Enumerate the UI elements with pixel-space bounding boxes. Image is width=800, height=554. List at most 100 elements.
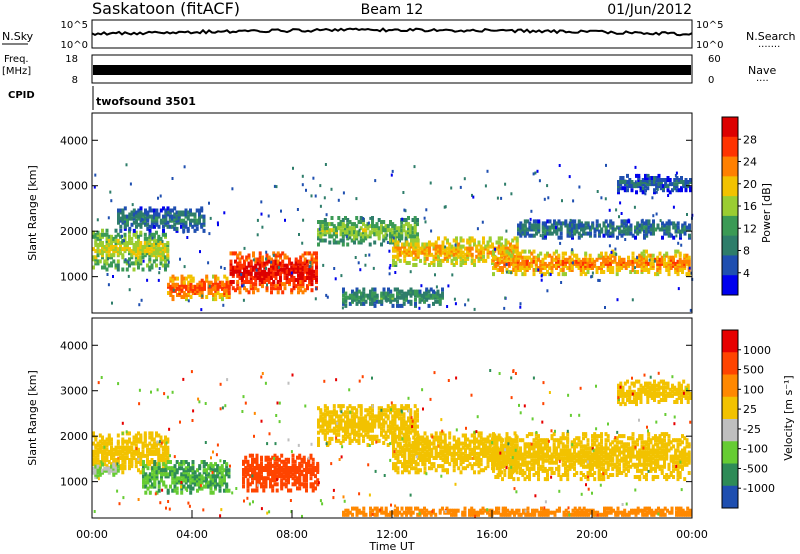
heatmap-cell xyxy=(110,263,113,268)
heatmap-cell xyxy=(164,435,167,440)
heatmap-cell xyxy=(371,291,375,296)
heatmap-cell xyxy=(409,418,413,423)
heatmap-cell xyxy=(459,451,463,456)
heatmap-cell xyxy=(306,251,309,256)
heatmap-cell xyxy=(121,267,125,272)
heatmap-cell xyxy=(337,198,340,202)
heatmap-cell xyxy=(461,466,465,471)
heatmap-cell xyxy=(477,470,481,475)
heatmap-cell xyxy=(348,424,352,429)
heatmap-cell xyxy=(514,261,518,266)
heatmap-cell xyxy=(473,238,476,243)
heatmap-cell xyxy=(421,435,425,440)
heatmap-cell xyxy=(665,225,669,230)
heatmap-cell xyxy=(537,257,540,262)
heatmap-cell xyxy=(502,244,506,249)
heatmap-cell xyxy=(293,463,297,468)
heatmap-cell xyxy=(119,241,122,245)
heatmap-cell xyxy=(94,435,98,440)
heatmap-cell xyxy=(242,476,245,481)
heatmap-cell xyxy=(386,424,390,429)
heatmap-cell xyxy=(110,445,113,450)
heatmap-cell xyxy=(275,488,279,493)
heatmap-cell xyxy=(346,222,350,227)
heatmap-cell xyxy=(387,287,390,292)
heatmap-cell xyxy=(595,219,599,224)
heatmap-cell xyxy=(405,433,409,438)
heatmap-cell xyxy=(452,256,456,261)
heatmap-cell xyxy=(473,451,476,456)
heatmap-cell xyxy=(674,249,678,254)
heatmap-cell xyxy=(685,225,689,230)
heatmap-cell xyxy=(246,461,250,466)
heatmap-cell xyxy=(169,276,173,281)
heatmap-cell xyxy=(555,221,559,226)
heatmap-cell xyxy=(646,186,650,191)
heatmap-cell xyxy=(593,229,597,234)
heatmap-cell xyxy=(395,424,399,429)
heatmap-cell xyxy=(155,222,159,227)
heatmap-cell xyxy=(380,430,383,435)
heatmap-cell xyxy=(369,301,372,306)
heatmap-cell xyxy=(255,453,259,458)
heatmap-cell xyxy=(521,229,525,234)
heatmap-cell xyxy=(157,251,161,256)
heatmap-cell xyxy=(495,246,499,251)
heatmap-cell xyxy=(112,447,116,452)
heatmap-cell xyxy=(137,265,140,270)
heatmap-cell xyxy=(357,420,361,425)
heatmap-cell xyxy=(346,418,350,423)
heatmap-cell xyxy=(161,255,165,260)
heatmap-cell xyxy=(353,406,356,411)
heatmap-cell xyxy=(461,441,465,446)
heatmap-cell xyxy=(266,466,270,470)
heatmap-cell xyxy=(116,464,120,469)
heatmap-cell xyxy=(423,466,427,471)
heatmap-cell xyxy=(124,258,127,262)
heatmap-cell xyxy=(291,476,295,481)
heatmap-cell xyxy=(392,238,395,243)
heatmap-cell xyxy=(172,288,175,292)
heatmap-cell xyxy=(470,451,474,456)
heatmap-cell xyxy=(405,293,408,298)
heatmap-cell xyxy=(247,253,251,258)
heatmap-cell xyxy=(410,443,413,448)
heatmap-cell xyxy=(168,214,172,219)
heatmap-cell xyxy=(128,214,132,219)
heatmap-cell xyxy=(393,426,397,431)
heatmap-cell xyxy=(439,464,443,469)
heatmap-cell xyxy=(505,229,508,233)
heatmap-cell xyxy=(439,248,443,253)
heatmap-cell xyxy=(290,261,294,266)
heatmap-cell xyxy=(395,226,399,231)
heatmap-cell xyxy=(404,426,408,431)
heatmap-cell xyxy=(243,246,246,250)
heatmap-cell xyxy=(384,436,388,441)
heatmap-cell xyxy=(314,486,317,491)
heatmap-cell xyxy=(366,226,370,231)
heatmap-cell xyxy=(627,261,630,266)
heatmap-cell xyxy=(528,255,531,260)
heatmap-cell xyxy=(146,474,150,479)
heatmap-cell xyxy=(214,274,218,279)
heatmap-cell xyxy=(425,244,429,249)
heatmap-cell xyxy=(353,230,356,235)
heatmap-cell xyxy=(135,214,138,219)
heatmap-cell xyxy=(413,424,417,429)
heatmap-cell xyxy=(101,445,104,450)
heatmap-cell xyxy=(355,301,359,306)
heatmap-cell xyxy=(284,478,288,483)
heatmap-cell xyxy=(281,290,285,295)
heatmap-cell xyxy=(662,186,665,191)
heatmap-cell xyxy=(265,259,269,264)
heatmap-cell xyxy=(546,225,550,230)
heatmap-cell xyxy=(245,271,249,276)
heatmap-cell xyxy=(164,218,168,223)
heatmap-cell xyxy=(555,261,558,266)
heatmap-cell xyxy=(282,461,286,466)
heatmap-cell xyxy=(452,464,456,469)
heatmap-cell xyxy=(579,272,583,277)
heatmap-cell xyxy=(486,439,490,444)
heatmap-cell xyxy=(544,221,547,226)
heatmap-cell xyxy=(344,428,347,433)
